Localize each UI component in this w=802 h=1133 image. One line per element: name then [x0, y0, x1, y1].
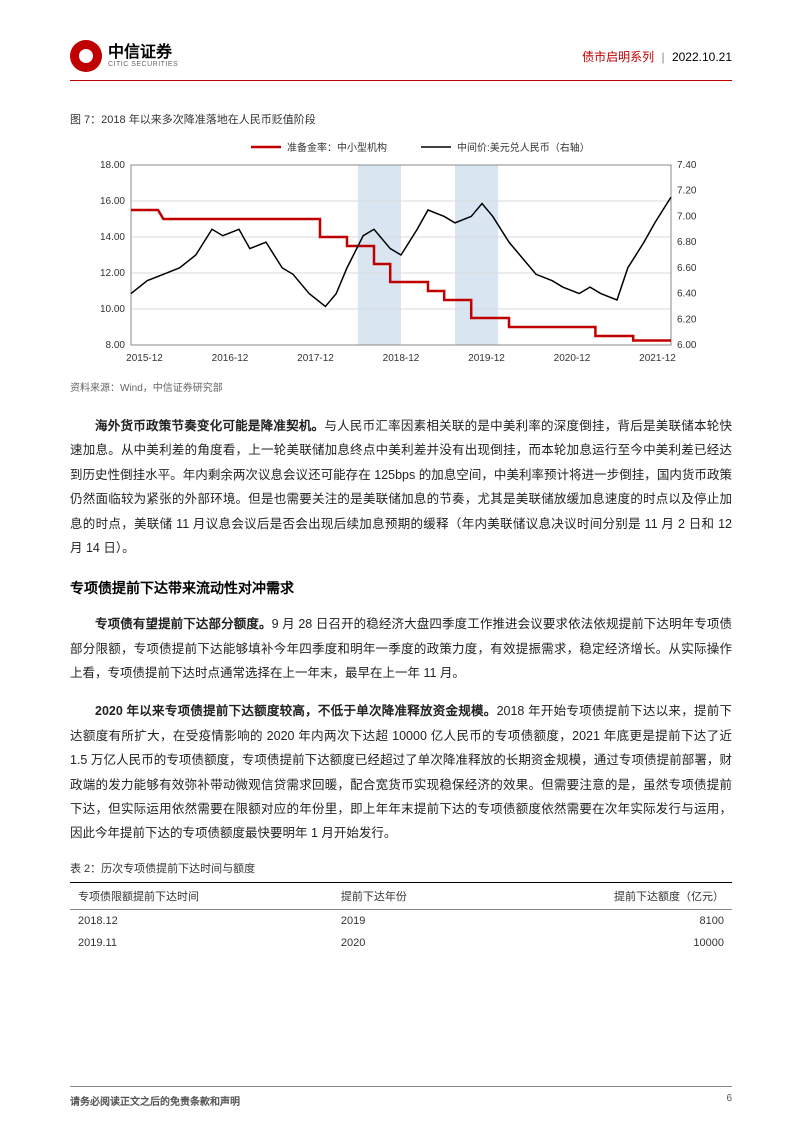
logo-icon — [70, 40, 102, 72]
table-col-0: 专项债限额提前下达时间 — [70, 882, 333, 909]
svg-text:6.60: 6.60 — [677, 263, 697, 274]
separator: | — [661, 50, 664, 64]
svg-text:7.40: 7.40 — [677, 160, 697, 171]
para3-lead: 2020 年以来专项债提前下达额度较高，不低于单次降准释放资金规模。 — [95, 704, 497, 718]
page-footer: 请务必阅读正文之后的免责条款和声明 6 — [70, 1086, 732, 1108]
table-row: 2018.12 2019 8100 — [70, 909, 732, 932]
footer-disclaimer: 请务必阅读正文之后的免责条款和声明 — [70, 1093, 240, 1108]
table-row: 2019.11 2020 10000 — [70, 932, 732, 954]
para1-lead: 海外货币政策节奏变化可能是降准契机。 — [95, 419, 324, 433]
header-meta: 债市启明系列 | 2022.10.21 — [582, 48, 732, 65]
table-cell: 8100 — [490, 909, 732, 932]
table-title: 表 2：历次专项债提前下达时间与额度 — [70, 860, 732, 876]
paragraph-2: 专项债有望提前下达部分额度。9 月 28 日召开的稳经济大盘四季度工作推进会议要… — [70, 612, 732, 685]
svg-text:2017-12: 2017-12 — [297, 353, 334, 364]
svg-text:2016-12: 2016-12 — [212, 353, 249, 364]
svg-text:6.80: 6.80 — [677, 237, 697, 248]
series-title: 债市启明系列 — [582, 50, 654, 64]
svg-text:准备金率：中小型机构: 准备金率：中小型机构 — [287, 141, 387, 154]
para3-body: 2018 年开始专项债提前下达以来，提前下达额度有所扩大，在受疫情影响的 202… — [70, 704, 732, 840]
table-col-2: 提前下达额度（亿元） — [490, 882, 732, 909]
paragraph-3: 2020 年以来专项债提前下达额度较高，不低于单次降准释放资金规模。2018 年… — [70, 699, 732, 845]
table-header-row: 专项债限额提前下达时间 提前下达年份 提前下达额度（亿元） — [70, 882, 732, 909]
svg-text:12.00: 12.00 — [100, 268, 125, 279]
page-number: 6 — [726, 1093, 732, 1108]
svg-text:6.20: 6.20 — [677, 314, 697, 325]
table-cell: 2019 — [333, 909, 490, 932]
table-cell: 2020 — [333, 932, 490, 954]
paragraph-1: 海外货币政策节奏变化可能是降准契机。与人民币汇率因素相关联的是中美利率的深度倒挂… — [70, 414, 732, 560]
figure-title: 图 7：2018 年以来多次降准落地在人民币贬值阶段 — [70, 111, 732, 127]
chart-container: 8.00 10.00 12.00 14.00 16.00 18.00 6.00 6.20 6.4… — [70, 135, 732, 375]
logo-text-cn: 中信证券 — [108, 45, 178, 61]
company-logo: 中信证券 CITIC SECURITIES — [70, 40, 178, 72]
svg-text:7.20: 7.20 — [677, 186, 697, 197]
svg-text:18.00: 18.00 — [100, 160, 125, 171]
svg-text:中间价:美元兑人民币（右轴）: 中间价:美元兑人民币（右轴） — [457, 141, 590, 154]
svg-text:10.00: 10.00 — [100, 304, 125, 315]
table-col-1: 提前下达年份 — [333, 882, 490, 909]
page-header: 中信证券 CITIC SECURITIES 债市启明系列 | 2022.10.2… — [70, 40, 732, 81]
svg-text:8.00: 8.00 — [106, 340, 126, 351]
section-title: 专项债提前下达带来流动性对冲需求 — [70, 578, 732, 598]
table-cell: 2018.12 — [70, 909, 333, 932]
report-date: 2022.10.21 — [672, 50, 732, 64]
line-chart: 8.00 10.00 12.00 14.00 16.00 18.00 6.00 6.20 6.4… — [70, 135, 732, 375]
svg-text:7.00: 7.00 — [677, 211, 697, 222]
para1-body: 与人民币汇率因素相关联的是中美利率的深度倒挂，背后是美联储本轮快速加息。从中美利… — [70, 419, 732, 555]
table-cell: 2019.11 — [70, 932, 333, 954]
svg-text:2019-12: 2019-12 — [468, 353, 505, 364]
data-table: 专项债限额提前下达时间 提前下达年份 提前下达额度（亿元） 2018.12 20… — [70, 882, 732, 954]
svg-text:2021-12: 2021-12 — [639, 353, 676, 364]
table-cell: 10000 — [490, 932, 732, 954]
svg-text:2015-12: 2015-12 — [126, 353, 163, 364]
svg-text:14.00: 14.00 — [100, 232, 125, 243]
svg-text:16.00: 16.00 — [100, 196, 125, 207]
svg-text:6.40: 6.40 — [677, 289, 697, 300]
svg-text:2018-12: 2018-12 — [383, 353, 420, 364]
svg-text:6.00: 6.00 — [677, 340, 697, 351]
logo-text-en: CITIC SECURITIES — [108, 61, 178, 68]
para2-lead: 专项债有望提前下达部分额度。 — [95, 617, 272, 631]
chart-source: 资料来源：Wind，中信证券研究部 — [70, 379, 732, 394]
svg-text:2020-12: 2020-12 — [554, 353, 591, 364]
